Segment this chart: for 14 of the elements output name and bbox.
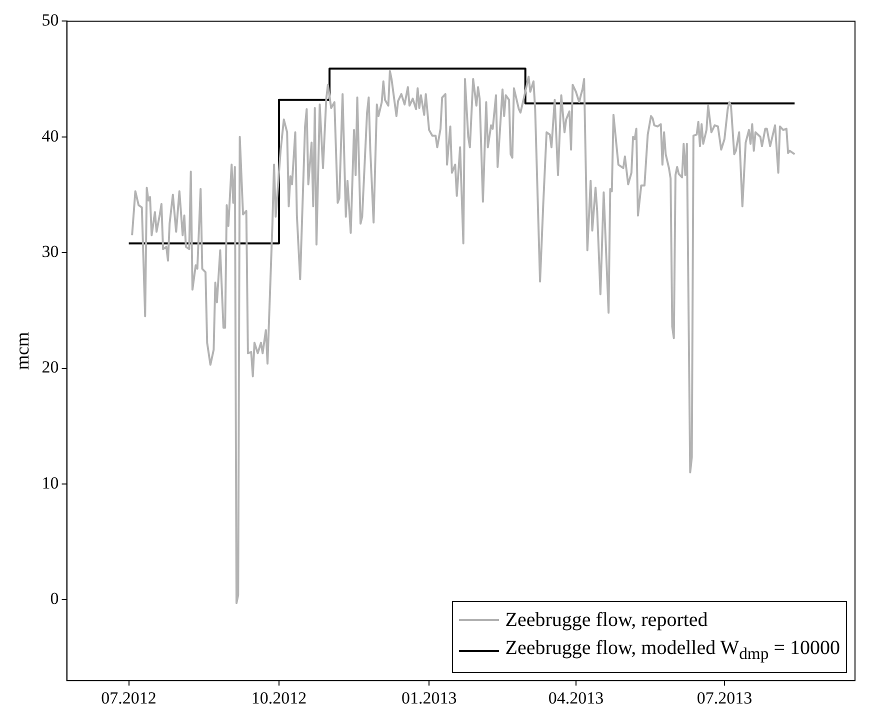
y-tick-label: 40 (42, 126, 59, 146)
y-tick-label: 10 (42, 473, 59, 492)
y-tick-label: 30 (42, 242, 59, 262)
x-tick-label: 04.2013 (548, 688, 604, 708)
y-tick-label: 0 (50, 589, 59, 608)
y-axis-title: mcm (12, 332, 34, 370)
legend-label: Zeebrugge flow, modelled W$_{dmp}$ = 10000 (505, 636, 840, 665)
x-tick-label: 01.2013 (401, 688, 457, 708)
x-tick-label: 07.2013 (696, 688, 752, 708)
legend-label: Zeebrugge flow, reported (505, 608, 708, 633)
x-tick-label: 10.2012 (251, 688, 307, 708)
y-tick-label: 50 (42, 10, 59, 30)
x-tick-label: 07.2012 (101, 688, 156, 708)
y-tick-label: 20 (42, 358, 59, 377)
